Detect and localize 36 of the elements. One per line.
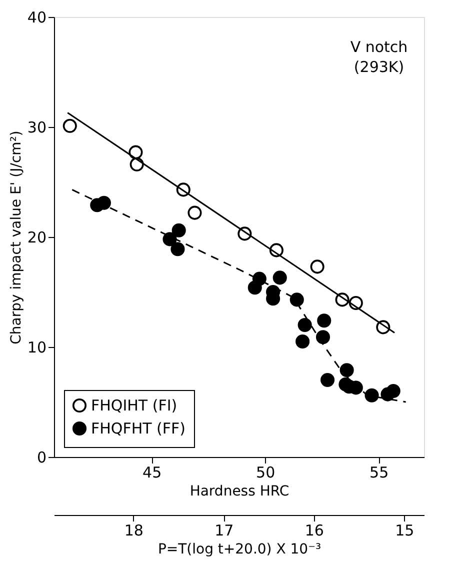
- legend-label: FHQIHT (FI): [91, 396, 178, 414]
- x2-tick-label: 16: [304, 522, 324, 540]
- point: [170, 242, 185, 256]
- x-tick-label: 50: [256, 464, 276, 482]
- point: [320, 372, 335, 388]
- point: [316, 330, 330, 344]
- point: [364, 388, 379, 402]
- point: [290, 292, 304, 307]
- point: [172, 223, 186, 238]
- y-axis-title: Charpy impact value E' (J/cm²): [8, 130, 24, 344]
- y-tick-label: 10: [27, 338, 46, 356]
- y-tick-label: 0: [36, 448, 46, 466]
- point: [62, 118, 77, 133]
- point: [96, 196, 111, 210]
- y-tick-label: 30: [27, 118, 46, 136]
- y-tick-label: 20: [27, 228, 46, 246]
- annotation: (293K): [354, 58, 404, 76]
- y-tick-label: 40: [27, 8, 46, 26]
- legend-label: FHQFHT (FF): [91, 420, 186, 438]
- point: [272, 270, 287, 285]
- point: [252, 272, 266, 286]
- point: [386, 384, 400, 398]
- x2-tick-label: 17: [214, 522, 234, 540]
- point: [310, 260, 324, 274]
- point: [317, 314, 332, 328]
- point: [296, 334, 310, 349]
- x-tick-label: 55: [370, 464, 389, 482]
- x-axis-title: Hardness HRC: [190, 484, 290, 500]
- x2-tick-label: 15: [395, 522, 414, 540]
- x2-tick-label: 18: [124, 522, 144, 540]
- x-tick-label: 45: [142, 464, 162, 482]
- point: [298, 318, 312, 332]
- point: [340, 363, 354, 378]
- point: [188, 206, 202, 220]
- annotation: V notch: [350, 38, 408, 56]
- x2-axis-title: P=T(log t+20.0) X 10⁻³: [158, 542, 322, 558]
